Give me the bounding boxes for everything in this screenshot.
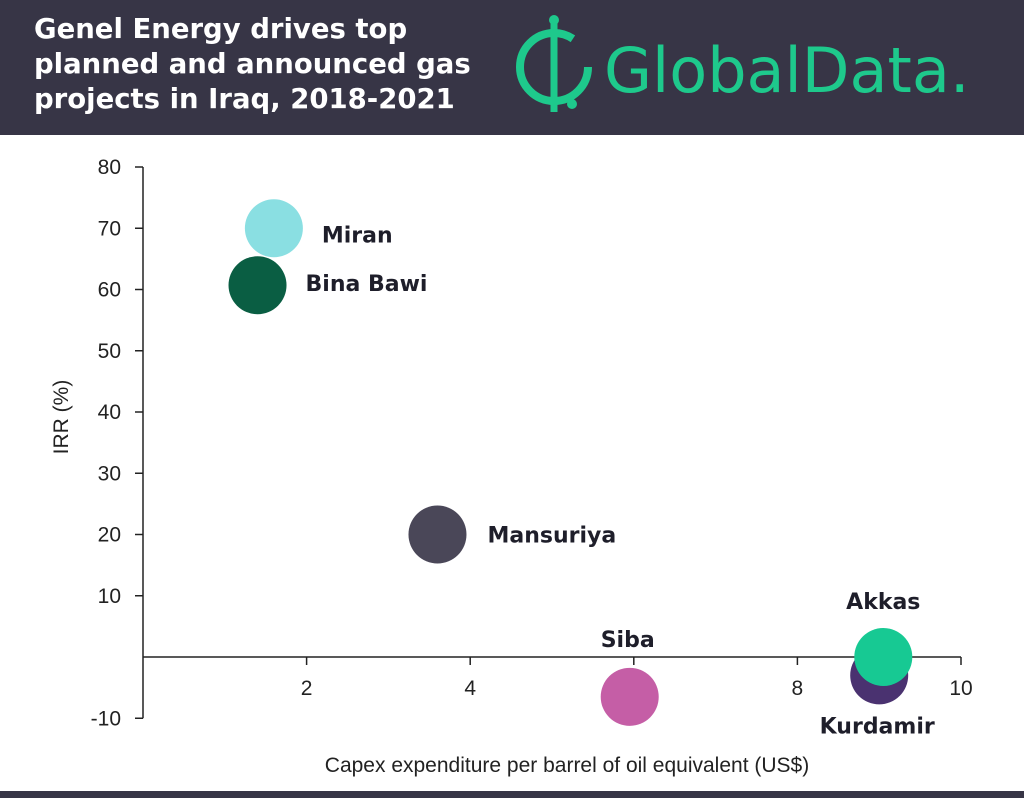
x-axis-title: Capex expenditure per barrel of oil equi…	[325, 754, 809, 777]
y-tick-label: -10	[91, 707, 121, 730]
footer-bar	[0, 791, 1024, 798]
y-tick-label: 40	[98, 401, 121, 424]
y-tick-label: 50	[98, 340, 121, 363]
y-tick-label: 70	[98, 217, 121, 240]
point-label-mansuriya: Mansuriya	[487, 524, 616, 549]
x-tick-label: 4	[464, 677, 476, 700]
header-banner: Genel Energy drives top planned and anno…	[0, 0, 1024, 135]
y-tick-label: 30	[98, 462, 121, 485]
y-tick-label: 20	[98, 524, 121, 547]
point-label-kurdamir: Kurdamir	[820, 714, 935, 739]
y-tick-label: 80	[98, 156, 121, 179]
globaldata-logo: GlobalData.	[516, 15, 970, 112]
x-tick-label: 10	[949, 677, 972, 700]
point-bina-bawi	[228, 256, 287, 315]
point-miran	[244, 199, 303, 258]
x-tick-label: 2	[301, 677, 313, 700]
point-label-miran: Miran	[322, 223, 393, 248]
y-tick-label: 60	[98, 279, 121, 302]
chart-title: Genel Energy drives top planned and anno…	[34, 13, 471, 115]
point-label-akkas: Akkas	[846, 590, 920, 615]
x-tick-label: 8	[792, 677, 804, 700]
point-label-siba: Siba	[601, 628, 655, 653]
logo-mark-icon	[516, 15, 592, 112]
y-tick-label: 10	[98, 585, 121, 608]
scatter-chart: -101020304050607080246810 KurdamirAkkasS…	[50, 156, 973, 777]
point-siba	[600, 667, 659, 726]
axes: -101020304050607080246810	[91, 156, 973, 730]
logo-text: GlobalData.	[604, 34, 970, 107]
point-label-bina-bawi: Bina Bawi	[306, 272, 428, 297]
point-akkas	[854, 628, 913, 686]
data-points: Kurdamir Akkas Siba Mansuriya Bina Bawi Miran	[228, 199, 935, 739]
point-mansuriya	[408, 505, 467, 564]
y-axis-title: IRR (%)	[50, 380, 73, 455]
